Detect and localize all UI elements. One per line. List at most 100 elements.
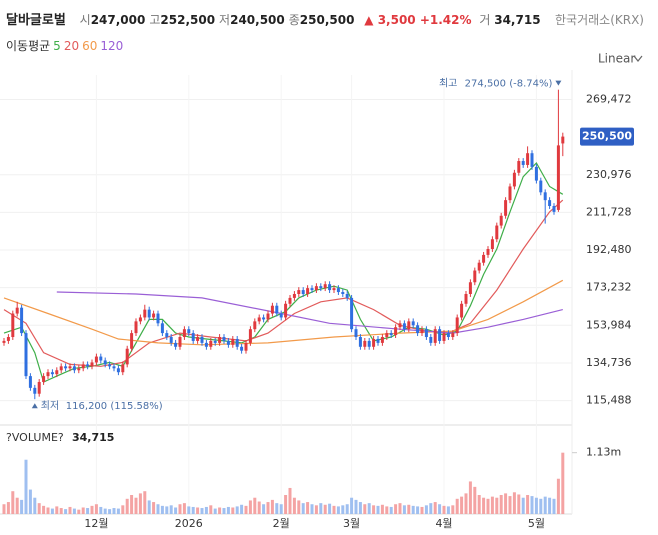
candle-body [561, 136, 565, 144]
candle-body [59, 366, 63, 371]
volume-bar [33, 497, 37, 514]
candle-body [222, 337, 226, 341]
volume-value: 34,715 [494, 13, 541, 27]
volume-bar [451, 505, 455, 514]
volume-bar [539, 498, 543, 514]
candle-body [512, 172, 516, 187]
candle-body [209, 340, 213, 347]
candle-body [424, 329, 428, 338]
ma-line [56, 291, 563, 334]
candle-body [42, 376, 46, 382]
volume-bar [2, 504, 6, 514]
volume-bar [490, 496, 494, 514]
volume-bar [473, 486, 477, 514]
volume-bar [94, 504, 98, 514]
volume-bar [521, 497, 525, 514]
volume-bar [37, 503, 41, 514]
volume-bar [240, 504, 244, 514]
low-marker [31, 403, 38, 409]
high-marker [555, 80, 562, 86]
candle-body [235, 338, 239, 347]
volume-bar [446, 506, 450, 514]
scale-selector[interactable]: Linear [598, 52, 635, 66]
candle-body [143, 309, 147, 318]
volume-bar [297, 500, 301, 514]
candle-body [46, 372, 50, 377]
volume-bar [402, 505, 406, 514]
dropdown-chevron[interactable] [633, 55, 643, 62]
candle-body [50, 372, 54, 375]
candle-body [552, 206, 556, 212]
candle-body [310, 288, 314, 291]
volume-bar [99, 506, 103, 514]
volume-bar [77, 509, 81, 514]
volume-bar [468, 481, 472, 514]
change-pct: +1.42% [419, 13, 472, 27]
candle-body [138, 317, 142, 322]
candle-body [213, 340, 217, 343]
stock-name: 달바글로벌 [6, 13, 66, 28]
volume-bar [420, 506, 424, 514]
volume-bar [200, 508, 204, 514]
candle-body [288, 297, 292, 304]
candle-body [121, 364, 125, 373]
candle-body [2, 340, 6, 343]
candle-body [160, 323, 164, 334]
candle-body [81, 364, 85, 369]
candle-body [402, 323, 406, 330]
volume-bar [160, 505, 164, 514]
volume-bar [314, 505, 318, 514]
volume-bar [323, 504, 327, 514]
volume-bar [125, 498, 129, 514]
ma-line [3, 279, 564, 346]
volume-bar [231, 507, 235, 514]
volume-bar [253, 497, 257, 514]
volume-bar [64, 509, 68, 514]
candle-body [530, 153, 534, 167]
volume-bar [42, 505, 46, 514]
candle-body [20, 307, 24, 334]
candle-body [332, 288, 336, 291]
candle-body [323, 284, 327, 289]
exchange: 한국거래소(KRX) [555, 13, 644, 27]
volume-bar [543, 496, 547, 514]
candle-body [416, 325, 420, 334]
volume-bar [257, 501, 261, 514]
volume-bar [182, 503, 186, 514]
volume-bar [552, 498, 556, 514]
candle-body [270, 305, 274, 314]
y-tick-label: 173,232 [586, 281, 632, 294]
field-key: 저 [219, 13, 231, 27]
field-value: 250,500 [299, 13, 355, 27]
volume-bar [46, 507, 50, 514]
volume-bar [504, 493, 508, 514]
volume-bar [398, 503, 402, 514]
high-note-value: 274,500 (-8.74%) [465, 79, 553, 90]
candle-body [147, 309, 151, 318]
change-value: 3,500 [377, 13, 416, 27]
volume-bar [59, 508, 63, 514]
volume-bar [556, 478, 560, 514]
volume-bar [376, 505, 380, 514]
volume-bar [248, 500, 252, 514]
candle-body [556, 145, 560, 210]
candle-body [350, 297, 354, 330]
candle-body [438, 329, 442, 341]
quote-header: 달바글로벌 시247,000 고252,500 저240,500 종250,500 ▲… [6, 9, 541, 28]
low-note-value: 116,200 (115.58%) [66, 401, 163, 412]
volume-bar [512, 492, 516, 514]
volume-bar [6, 502, 10, 514]
volume-bar [464, 493, 468, 514]
candle-body [200, 337, 204, 343]
ma-title: 이동평균 [6, 39, 51, 53]
candle-body [508, 186, 512, 201]
y-tick-label: 192,480 [586, 243, 632, 256]
candle-body [358, 337, 362, 347]
legend-entry: 20 [63, 39, 80, 53]
candle-body [385, 333, 389, 338]
volume-bar [306, 502, 310, 514]
volume-bar [235, 506, 239, 514]
candle-body [279, 313, 283, 318]
volume-bar [169, 505, 173, 514]
volume-bar [143, 491, 147, 514]
